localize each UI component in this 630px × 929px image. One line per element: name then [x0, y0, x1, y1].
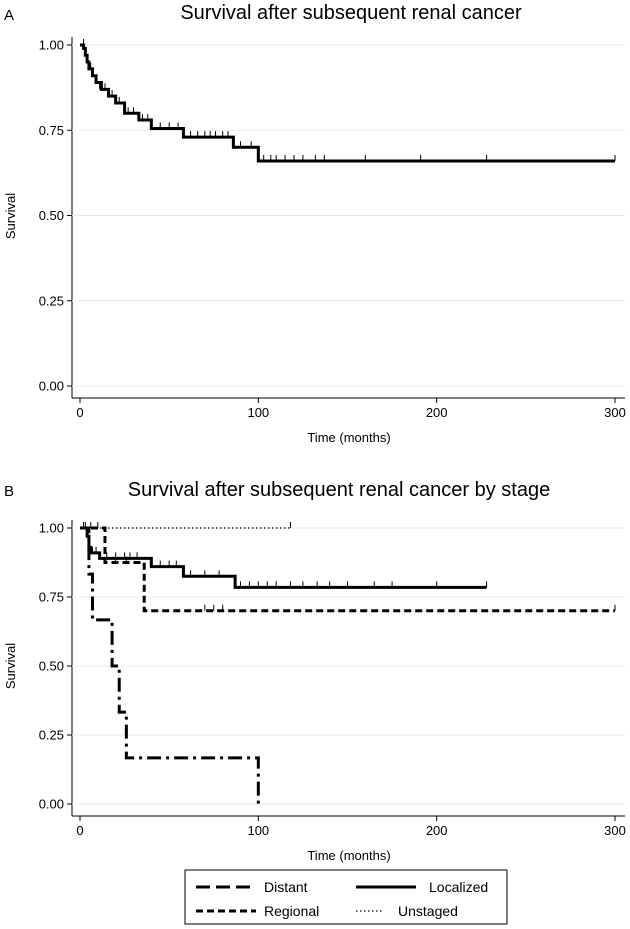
panel-a-letter: A — [4, 7, 14, 24]
y-tick-label: 0.00 — [39, 379, 64, 394]
legend-label-regional: Regional — [264, 903, 319, 919]
panel-b-grid — [71, 520, 625, 817]
y-tick-label: 1.00 — [39, 521, 64, 536]
legend-items: Distant Localized Regional Unstaged — [196, 879, 488, 919]
panel-a-ylabel: Survival — [3, 193, 18, 239]
y-tick-label: 0.75 — [39, 590, 64, 605]
y-tick-label: 0.75 — [39, 123, 64, 138]
panel-a-xlabel: Time (months) — [307, 430, 390, 445]
x-tick-label: 300 — [604, 823, 626, 838]
x-tick-label: 200 — [426, 823, 448, 838]
y-tick-label: 0.50 — [39, 208, 64, 223]
panel-b-ylabel: Survival — [3, 643, 18, 689]
y-tick-label: 0.25 — [39, 728, 64, 743]
panel-b-xlabel: Time (months) — [307, 848, 390, 863]
y-tick-label: 0.00 — [39, 797, 64, 812]
x-tick-label: 0 — [76, 405, 83, 420]
panel-a-yticks: 0.00 0.25 0.50 0.75 1.00 — [39, 38, 72, 394]
legend: Distant Localized Regional Unstaged — [184, 869, 508, 925]
panel-a-series — [80, 39, 616, 163]
x-tick-label: 100 — [247, 823, 269, 838]
x-tick-label: 300 — [604, 405, 626, 420]
legend-box — [184, 869, 508, 925]
series-localized-line — [80, 526, 487, 589]
legend-label-distant: Distant — [264, 879, 308, 895]
x-tick-label: 200 — [426, 405, 448, 420]
x-tick-label: 0 — [76, 823, 83, 838]
legend-label-unstaged: Unstaged — [398, 903, 458, 919]
series-all-line — [80, 43, 615, 163]
panel-b: B Survival after subsequent renal cancer… — [3, 479, 626, 863]
legend-label-localized: Localized — [429, 879, 488, 895]
panel-b-yticks: 0.00 0.25 0.50 0.75 1.00 — [39, 521, 72, 812]
y-tick-label: 0.50 — [39, 659, 64, 674]
x-tick-label: 100 — [247, 405, 269, 420]
panel-a-xticks: 0 100 200 300 — [76, 398, 626, 420]
series-distant-line — [80, 526, 260, 804]
panel-a-title: Survival after subsequent renal cancer — [180, 2, 522, 24]
panel-b-letter: B — [4, 483, 14, 500]
panel-a: A Survival after subsequent renal cancer… — [3, 2, 626, 445]
panel-a-grid — [71, 37, 625, 399]
panel-b-series — [80, 522, 616, 804]
panel-b-title: Survival after subsequent renal cancer b… — [128, 479, 550, 501]
panel-b-xticks: 0 100 200 300 — [76, 816, 626, 838]
series-regional-line — [80, 526, 615, 613]
y-tick-label: 0.25 — [39, 293, 64, 308]
y-tick-label: 1.00 — [39, 38, 64, 53]
